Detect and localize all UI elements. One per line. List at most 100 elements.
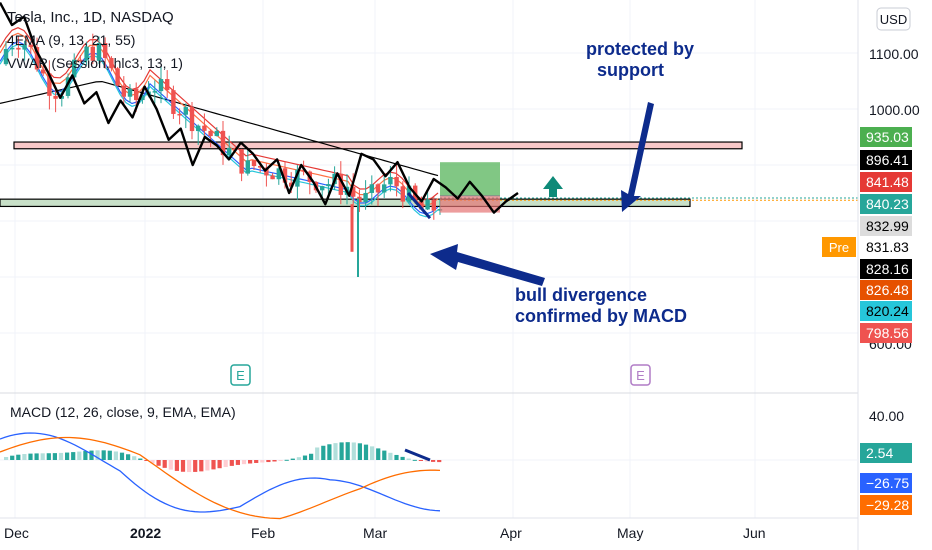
price-tag-bg	[860, 127, 912, 147]
macd-hist-bar	[424, 460, 430, 462]
candle-body	[10, 47, 15, 50]
macd-tick-40: 40.00	[869, 408, 904, 424]
price-tag-820-24: 820.24	[860, 301, 912, 321]
price-tag-bg	[860, 301, 912, 321]
candle-body	[214, 130, 219, 137]
long-position-tool[interactable]	[440, 162, 500, 213]
macd-hist-bar	[309, 453, 314, 460]
candle-body	[282, 168, 288, 183]
price-tag-831-83: Pre 831.83	[822, 237, 912, 257]
macd-hist-bar	[126, 454, 131, 460]
candle-body	[140, 95, 145, 101]
macd-tag-text: −26.75	[866, 475, 909, 491]
vwap-indicator-legend[interactable]: VWAP (Session, hlc3, 13, 1)	[7, 55, 183, 71]
candle-body	[59, 95, 64, 99]
earnings-badge-feb[interactable]: E	[230, 364, 251, 386]
macd-hist-bar	[168, 460, 173, 470]
macd-tag: −29.28	[860, 495, 912, 515]
price-tick-1000: 1000.00	[869, 102, 920, 118]
candle-body	[400, 186, 405, 202]
macd-hist-bar	[406, 458, 411, 460]
time-axis[interactable]: Dec 2022 Feb Mar Apr May Jun	[4, 525, 766, 541]
currency-button[interactable]: USD	[876, 7, 911, 31]
macd-tag-bg	[860, 443, 912, 463]
time-label: Jun	[743, 525, 766, 541]
price-tag-bg	[860, 194, 912, 214]
candle-body	[220, 130, 226, 156]
macd-hist-bar	[327, 444, 332, 460]
macd-hist-bar	[28, 453, 33, 460]
candle-body	[363, 192, 368, 203]
macd-hist-bar	[321, 445, 326, 460]
candle-body	[320, 186, 325, 191]
macd-hist-bar	[217, 460, 222, 469]
macd-hist-bar	[351, 442, 356, 460]
macd-hist-bar	[89, 450, 94, 460]
annotation-confirmed-macd: confirmed by MACD	[515, 306, 687, 326]
macd-hist-bar	[278, 460, 283, 461]
candle-body	[388, 176, 393, 185]
price-tag-text: 820.24	[866, 303, 909, 319]
macd-hist-bar	[363, 444, 369, 460]
candle-body	[152, 91, 157, 93]
macd-hist-bar	[388, 452, 393, 460]
price-tag-text: 832.99	[866, 218, 909, 234]
macd-hist-bar	[339, 442, 344, 460]
macd-legend[interactable]: MACD (12, 26, close, 9, EMA, EMA)	[10, 404, 236, 420]
candle-body	[258, 166, 263, 168]
candle-body	[270, 175, 275, 180]
price-tag-text: 840.23	[866, 196, 909, 212]
macd-hist-bar	[150, 460, 155, 464]
price-tag-bg	[860, 259, 912, 279]
macd-hist-bar	[412, 459, 417, 461]
macd-hist-bar	[138, 458, 143, 460]
price-zones	[0, 141, 858, 208]
annotation-bull-divergence: bull divergence	[515, 285, 647, 305]
macd-hist-bar	[400, 456, 405, 460]
divergence-line	[406, 192, 432, 220]
candle-body	[301, 169, 306, 172]
pre-badge-label: Pre	[829, 240, 849, 255]
macd-hist-bar	[296, 457, 301, 460]
macd-tag-bg	[860, 495, 912, 515]
price-tag-896-41: 896.41	[860, 150, 912, 170]
annotation-support: support	[597, 60, 664, 80]
macd-hist-bar	[187, 460, 192, 473]
candle-body	[78, 59, 83, 62]
macd-hist-bar	[223, 460, 228, 468]
candle-body	[245, 160, 250, 174]
ema-indicator-legend[interactable]: 4EMA (9, 13, 21, 55)	[7, 32, 135, 48]
candle-body	[41, 69, 46, 74]
price-tag-text: 798.56	[866, 325, 909, 341]
macd-hist-bar	[40, 453, 45, 460]
candle-body	[127, 88, 133, 97]
candle-body	[431, 199, 436, 211]
candle-body	[425, 199, 430, 210]
macd-hist-bar	[284, 459, 289, 461]
candle-body	[96, 43, 102, 61]
price-tag-text: 826.48	[866, 282, 909, 298]
price-tag-826-48: 826.48	[860, 280, 912, 300]
candle-body	[357, 196, 362, 203]
macd-hist-bar	[58, 452, 64, 460]
time-label: Apr	[500, 525, 522, 541]
macd-hist-bar	[119, 452, 125, 460]
ema-line	[0, 80, 439, 177]
macd-hist-bar	[107, 450, 112, 460]
divergence-arrow-icon	[430, 244, 545, 286]
candle-body	[375, 184, 381, 193]
signal-line	[0, 436, 441, 520]
candle-body	[22, 44, 27, 50]
symbol-title[interactable]: Tesla, Inc., 1D, NASDAQ	[7, 9, 174, 26]
candle-body	[121, 85, 126, 97]
path-projection[interactable]	[0, 2, 519, 214]
support-arrow-icon	[621, 102, 654, 212]
macd-hist-bar	[52, 453, 57, 460]
macd-hist-bar	[77, 451, 82, 460]
macd-hist-bar	[22, 454, 27, 460]
candle-body	[109, 58, 114, 69]
macd-hist-bar	[95, 450, 100, 460]
macd-hist-bar	[229, 460, 234, 466]
earnings-badge-apr[interactable]: E	[630, 364, 651, 386]
